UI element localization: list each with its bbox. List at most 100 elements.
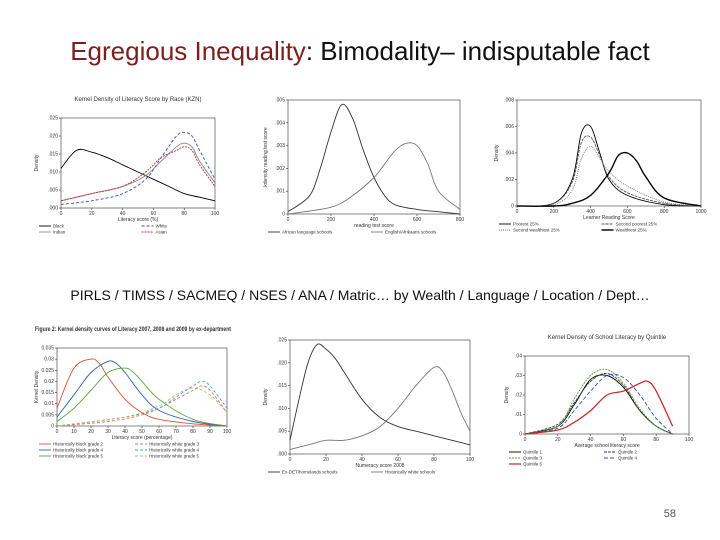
legend-label: Asian: [156, 230, 168, 235]
y-tick-label: .000: [277, 452, 287, 458]
legend-label: Poorest 25%: [513, 222, 539, 227]
x-tick-label: 800: [660, 209, 669, 215]
series-line: [516, 124, 702, 207]
chart-svg-2: 0 .002 .004 .006 .008 0 200 400 600 800 1000 Learne…: [494, 98, 707, 233]
plot-frame: [289, 339, 471, 455]
x-tick-label: 20: [88, 429, 94, 435]
y-tick-label: .004: [275, 120, 285, 126]
series-line: [60, 148, 216, 202]
chart-panel-ex-department: Figure 2: Kernel density curves of Liter…: [33, 322, 235, 488]
x-axis-label: Average school literacy score: [574, 443, 639, 449]
y-tick-label: .015: [277, 383, 287, 389]
x-tick-label: 0: [287, 217, 290, 223]
chart-svg-5: Kernel Density of School Literacy by Qui…: [504, 335, 694, 467]
y-axis-label: Density: [504, 386, 510, 403]
y-tick-label: .001: [275, 189, 285, 195]
legend-label: African language schools: [282, 230, 333, 235]
y-axis-label: Density: [263, 388, 269, 405]
series-line: [516, 145, 702, 207]
x-tick-label: 50: [139, 429, 145, 435]
x-tick-label: 0: [516, 209, 519, 215]
plot-frame: [287, 99, 461, 215]
y-tick-label: .005: [277, 429, 287, 435]
legend-label: Historically white grade 4: [149, 448, 200, 453]
plot-frame: [56, 347, 228, 427]
chart-panel-numeracy-dept: .000 .005 .010 .015 .020 .025 0 20 40 60 80 100 Nume…: [262, 330, 478, 486]
series-line: [289, 343, 471, 446]
x-tick-label: 40: [588, 437, 594, 443]
slide-title-rest: : Bimodality– indisputable fact: [305, 36, 650, 66]
x-tick-label: 30: [105, 429, 111, 435]
y-tick-label: .020: [277, 360, 287, 366]
x-tick-label: 40: [359, 457, 365, 463]
legend-label: Historically white schools: [385, 470, 436, 475]
x-tick-label: 100: [685, 437, 694, 443]
chart-svg-3: Figure 2: Kernel density curves of Liter…: [34, 327, 231, 459]
y-tick-label: .010: [48, 170, 58, 176]
x-tick-label: 800: [456, 217, 465, 223]
y-tick-label: 0: [51, 424, 54, 430]
legend-label: Black: [53, 224, 65, 229]
x-tick-label: 200: [550, 209, 559, 215]
y-axis-label: Density: [34, 154, 40, 171]
legend-label: Quintile 2: [618, 450, 638, 455]
y-tick-label: 0: [519, 432, 522, 438]
y-tick-label: 0.015: [41, 390, 54, 396]
x-tick-label: 80: [431, 457, 437, 463]
x-tick-label: 100: [466, 457, 475, 463]
series-line: [60, 146, 216, 202]
y-tick-label: .020: [48, 134, 58, 140]
y-tick-label: .04: [515, 354, 522, 360]
x-tick-label: 20: [555, 437, 561, 443]
y-tick-label: .008: [504, 98, 514, 104]
slide-title: Egregious Inequality: Bimodality– indisp…: [0, 36, 720, 67]
legend-label: English/Afrikaans schools: [385, 230, 437, 235]
x-tick-label: 0: [289, 457, 292, 463]
chart-panel-quintile-literacy: Kernel Density of School Literacy by Qui…: [503, 330, 703, 480]
chart-panel-race-literacy: Kernel Density of Literacy Score by Race…: [33, 92, 248, 250]
series-line: [287, 142, 461, 215]
x-tick-label: 60: [156, 429, 162, 435]
x-tick-label: 40: [122, 429, 128, 435]
x-axis-label: Literacy score (%): [118, 217, 159, 223]
x-tick-label: 70: [173, 429, 179, 435]
x-tick-label: 60: [151, 211, 157, 217]
y-tick-label: 0.02: [44, 379, 54, 385]
series-line: [524, 380, 674, 435]
series-line: [516, 151, 702, 207]
y-tick-label: 0.005: [41, 412, 54, 418]
y-axis-label: kdensity reading test score: [263, 127, 269, 187]
x-tick-label: 20: [89, 211, 95, 217]
series-line: [56, 385, 228, 427]
series-line: [524, 373, 673, 435]
legend-label: Quintile 5: [523, 462, 543, 467]
y-axis-label: Kernel Density: [34, 370, 40, 403]
x-axis-label: Learner Reading Score: [583, 215, 635, 221]
y-tick-label: .002: [275, 166, 285, 172]
legend-label: Quintile 4: [618, 456, 638, 461]
x-tick-label: 0: [524, 437, 527, 443]
series-line: [56, 380, 228, 427]
x-tick-label: 600: [623, 209, 632, 215]
legend-label: Wealthiest 25%: [616, 228, 647, 233]
legend-label: Historically white grade 3: [149, 442, 200, 447]
chart-panel-wealth-reading: 0 .002 .004 .006 .008 0 200 400 600 800 1000 Learne…: [493, 92, 708, 250]
x-tick-label: 90: [207, 429, 213, 435]
chart-svg-1: 0 .001 .002 .003 .004 .005 0 200 400 600 800 readin…: [263, 98, 465, 235]
chart-title: Figure 2: Kernel density curves of Liter…: [35, 327, 231, 333]
y-tick-label: .015: [48, 152, 58, 158]
plot-frame: [516, 99, 702, 207]
series-line: [289, 366, 471, 450]
x-axis-label: Numeracy score 2008: [356, 463, 405, 469]
y-tick-label: 0.03: [44, 357, 54, 363]
chart-title: Kernel Density of School Literacy by Qui…: [548, 335, 667, 341]
series-line: [56, 358, 228, 427]
y-tick-label: .004: [504, 151, 514, 157]
y-tick-label: 0: [282, 212, 285, 218]
legend-label: Quintile 1: [523, 450, 543, 455]
y-tick-label: .03: [515, 373, 522, 379]
x-tick-label: 400: [586, 209, 595, 215]
y-tick-label: 0.025: [41, 368, 54, 374]
legend-label: White: [156, 224, 168, 229]
x-tick-label: 80: [190, 429, 196, 435]
